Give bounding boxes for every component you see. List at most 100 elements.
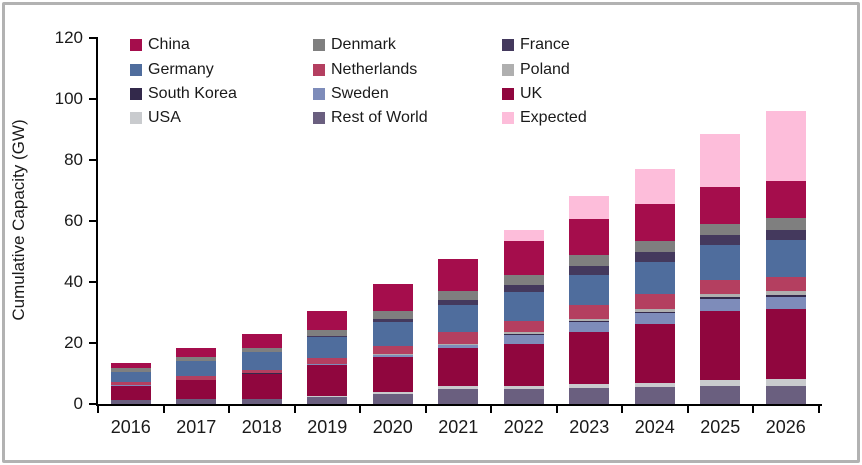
bar-segment-rest-of-world-2021 [438, 388, 479, 404]
bar-segment-germany-2019 [307, 336, 348, 358]
legend-label: Poland [520, 61, 570, 78]
bar-segment-netherlands-2023 [569, 305, 610, 319]
bar-2024 [634, 169, 675, 404]
x-tick-label-2026: 2026 [765, 417, 806, 437]
legend-label: China [148, 36, 190, 53]
x-tick-label-2022: 2022 [503, 417, 544, 437]
y-tick-label-100: 100 [54, 89, 83, 108]
bar-segment-sweden-2019 [307, 364, 348, 366]
legend-label: Expected [520, 109, 587, 126]
bar-segment-south-korea-2022 [503, 334, 544, 336]
bar-segment-rest-of-world-2016 [110, 400, 151, 404]
x-tick-label-2024: 2024 [634, 417, 675, 437]
legend-item-expected: Expected [502, 108, 587, 128]
bar-segment-germany-2016 [110, 371, 151, 382]
bar-segment-uk-2025 [700, 311, 741, 380]
bar-segment-china-2018 [241, 333, 282, 348]
legend-swatch-icon [502, 39, 514, 51]
y-axis-line [96, 37, 98, 406]
bar-segment-uk-2020 [372, 356, 413, 392]
x-tick-mark [293, 406, 296, 413]
bar-segment-uk-2023 [569, 332, 610, 385]
bar-segment-usa-2024 [634, 383, 675, 388]
x-axis-line [96, 404, 822, 406]
bar-2022 [503, 229, 544, 404]
bar-segment-uk-2024 [634, 324, 675, 384]
legend-swatch-icon [502, 64, 514, 76]
legend-item-china: China [130, 35, 190, 55]
legend-item-rest-of-world: Rest of World [313, 108, 428, 128]
bar-segment-france-2022 [503, 284, 544, 293]
bar-segment-denmark-2026 [765, 218, 806, 230]
bar-segment-rest-of-world-2020 [372, 393, 413, 404]
x-tick-label-2019: 2019 [307, 417, 348, 437]
bar-segment-france-2019 [307, 335, 348, 337]
bar-segment-denmark-2025 [700, 223, 741, 236]
bar-segment-netherlands-2016 [110, 382, 151, 386]
y-tick-mark [89, 98, 96, 100]
bar-segment-denmark-2022 [503, 274, 544, 285]
legend-label: USA [148, 109, 181, 126]
legend-swatch-icon [130, 64, 142, 76]
legend-label: Sweden [331, 85, 389, 102]
bar-segment-china-2021 [438, 259, 479, 291]
x-tick-mark [162, 406, 165, 413]
bar-segment-netherlands-2020 [372, 345, 413, 355]
bar-segment-sweden-2020 [372, 354, 413, 357]
y-axis-title: Cumulative Capacity (GW) [9, 119, 28, 321]
bar-segment-china-2019 [307, 310, 348, 331]
bar-segment-denmark-2020 [372, 311, 413, 320]
legend-swatch-icon [130, 88, 142, 100]
bar-segment-germany-2022 [503, 292, 544, 321]
y-tick-label-0: 0 [73, 394, 83, 413]
x-tick-mark [359, 406, 361, 413]
bar-segment-south-korea-2024 [634, 311, 675, 314]
bar-segment-south-korea-2023 [569, 320, 610, 323]
bar-segment-france-2026 [765, 229, 806, 240]
legend-item-germany: Germany [130, 60, 214, 80]
bar-segment-usa-2019 [307, 396, 348, 398]
bar-segment-uk-2018 [241, 374, 282, 399]
bar-segment-poland-2024 [634, 309, 675, 312]
bar-segment-south-korea-2025 [700, 297, 741, 300]
bar-2020 [372, 283, 413, 404]
bar-2019 [307, 310, 348, 404]
bar-segment-uk-2022 [503, 343, 544, 386]
bar-segment-china-2022 [503, 240, 544, 275]
bar-segment-denmark-2017 [176, 357, 217, 361]
bar-segment-sweden-2022 [503, 335, 544, 344]
bar-segment-denmark-2019 [307, 330, 348, 336]
bar-segment-china-2024 [634, 204, 675, 242]
legend-item-netherlands: Netherlands [313, 60, 417, 80]
bar-segment-germany-2024 [634, 261, 675, 295]
x-tick-mark [490, 406, 492, 413]
bar-segment-china-2017 [176, 348, 217, 358]
x-tick-mark [424, 406, 427, 413]
bar-segment-uk-2016 [110, 385, 151, 400]
y-tick-mark [89, 37, 96, 39]
legend-label: Rest of World [331, 109, 428, 126]
bar-segment-germany-2018 [241, 351, 282, 371]
bar-segment-germany-2017 [176, 360, 217, 377]
bar-segment-china-2025 [700, 186, 741, 224]
legend-label: Germany [148, 61, 214, 78]
x-tick-label-2021: 2021 [438, 417, 479, 437]
bar-segment-rest-of-world-2019 [307, 397, 348, 404]
bar-segment-poland-2022 [503, 332, 544, 335]
bar-segment-netherlands-2024 [634, 294, 675, 310]
legend-item-sweden: Sweden [313, 84, 389, 104]
bar-segment-china-2023 [569, 219, 610, 256]
bar-segment-expected-2022 [503, 229, 544, 241]
bar-segment-rest-of-world-2017 [176, 399, 217, 404]
x-tick-mark [686, 406, 689, 413]
bar-segment-rest-of-world-2018 [241, 399, 282, 404]
bar-2017 [176, 348, 217, 404]
y-tick-mark [89, 220, 96, 222]
bar-segment-sweden-2025 [700, 299, 741, 312]
legend-swatch-icon [313, 64, 325, 76]
bar-segment-uk-2026 [765, 309, 806, 379]
bar-segment-rest-of-world-2023 [569, 388, 610, 404]
bar-segment-sweden-2018 [241, 373, 282, 375]
bar-segment-poland-2021 [438, 343, 479, 345]
bar-segment-netherlands-2022 [503, 320, 544, 333]
